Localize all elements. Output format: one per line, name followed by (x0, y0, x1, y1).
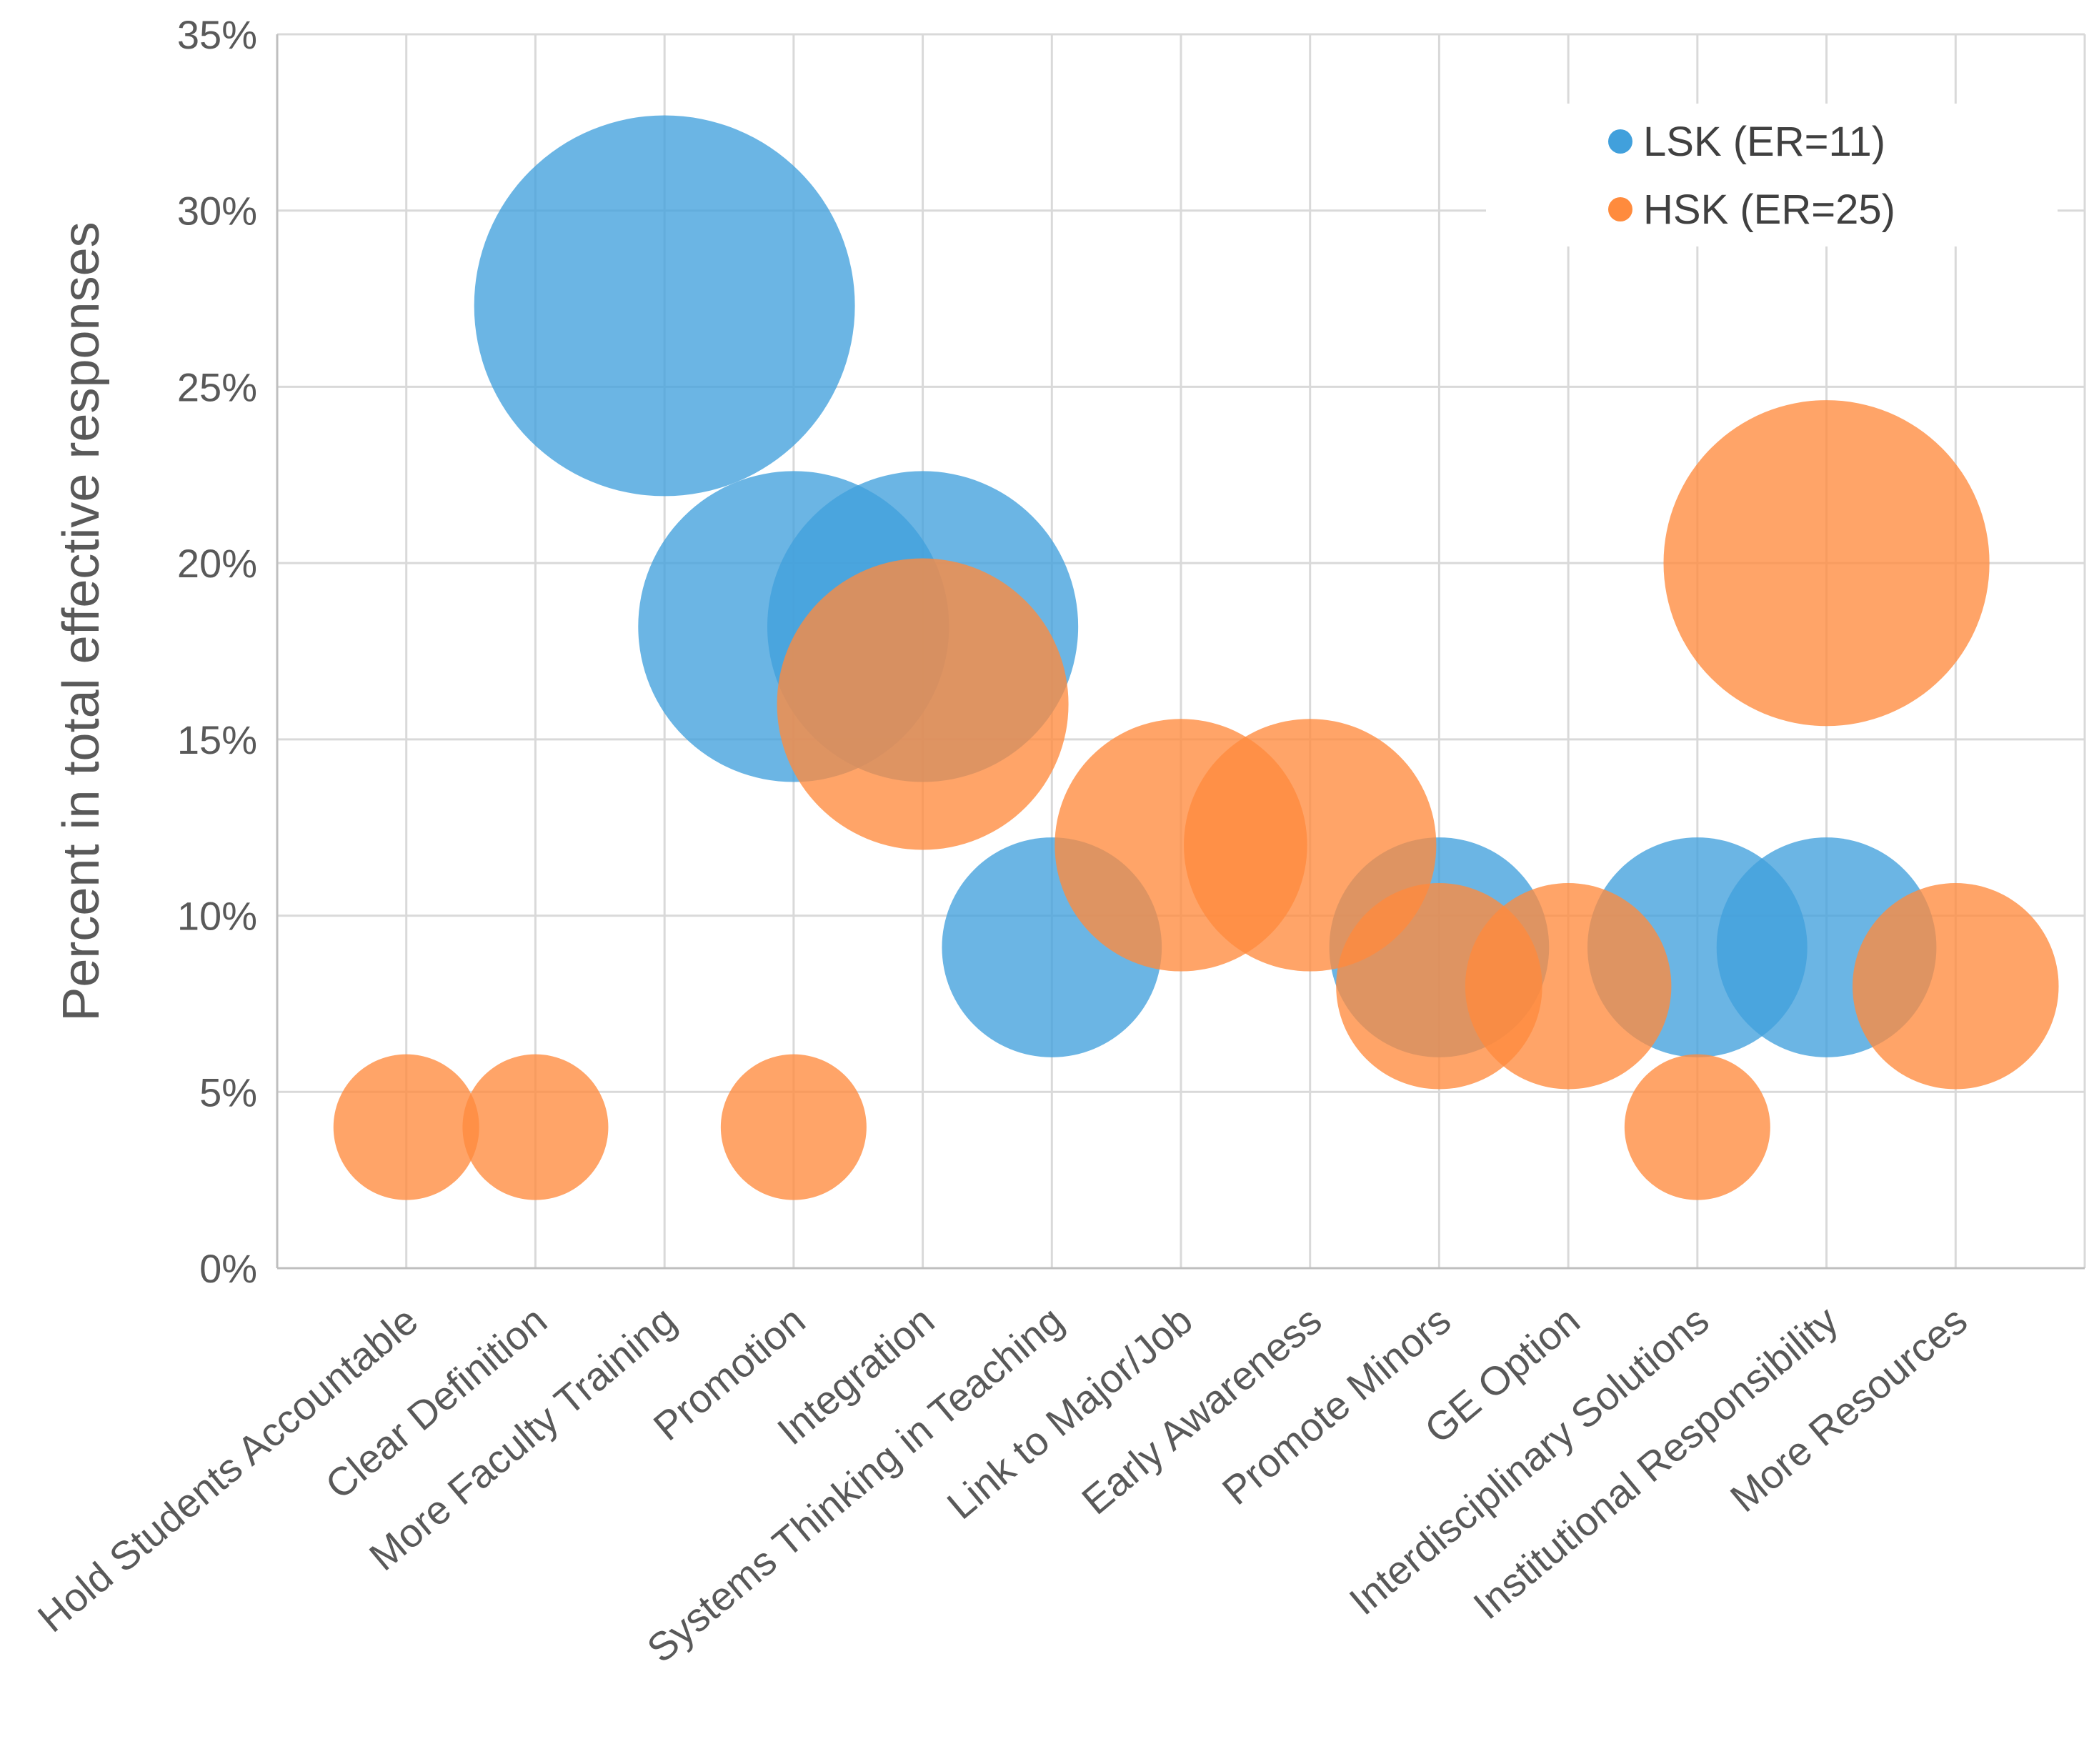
x-tick-label: More Resources (1722, 1297, 1975, 1520)
bubble-lsk (474, 115, 855, 497)
legend-label: LSK (ER=11) (1643, 119, 1885, 165)
x-tick-label: Early Awareness (1073, 1297, 1330, 1523)
legend-background (1486, 104, 2058, 246)
bubble-hsk (777, 558, 1069, 850)
y-tick-label: 35% (177, 12, 257, 57)
axes (276, 34, 2085, 1270)
bubble-hsk (462, 1054, 609, 1200)
y-tick-label: 5% (199, 1070, 257, 1115)
y-tick-label: 10% (177, 894, 257, 939)
legend-marker (1608, 197, 1632, 221)
legend-marker (1608, 129, 1632, 154)
bubbles (333, 115, 2059, 1200)
bubble-hsk (720, 1054, 867, 1200)
y-tick-labels: 0% 5% 10% 15% 20% 25% 30% 35% (177, 12, 257, 1291)
bubble-hsk (1663, 400, 1990, 727)
y-tick-label: 0% (199, 1246, 257, 1291)
bubble-hsk (1465, 883, 1672, 1090)
y-axis-title: Percent in total effective responses (53, 221, 110, 1021)
bubble-hsk (1624, 1054, 1770, 1200)
x-tick-label: Promote Minors (1214, 1297, 1459, 1513)
legend-label: HSK (ER=25) (1643, 186, 1895, 233)
bubble-hsk (333, 1054, 479, 1200)
legend: LSK (ER=11) HSK (ER=25) (1486, 104, 2058, 246)
y-tick-label: 20% (177, 541, 257, 586)
y-tick-label: 15% (177, 717, 257, 762)
y-tick-label: 30% (177, 189, 257, 234)
y-tick-label: 25% (177, 364, 257, 409)
bubble-hsk (1853, 883, 2059, 1090)
x-tick-label: Clear Definition (316, 1297, 555, 1508)
